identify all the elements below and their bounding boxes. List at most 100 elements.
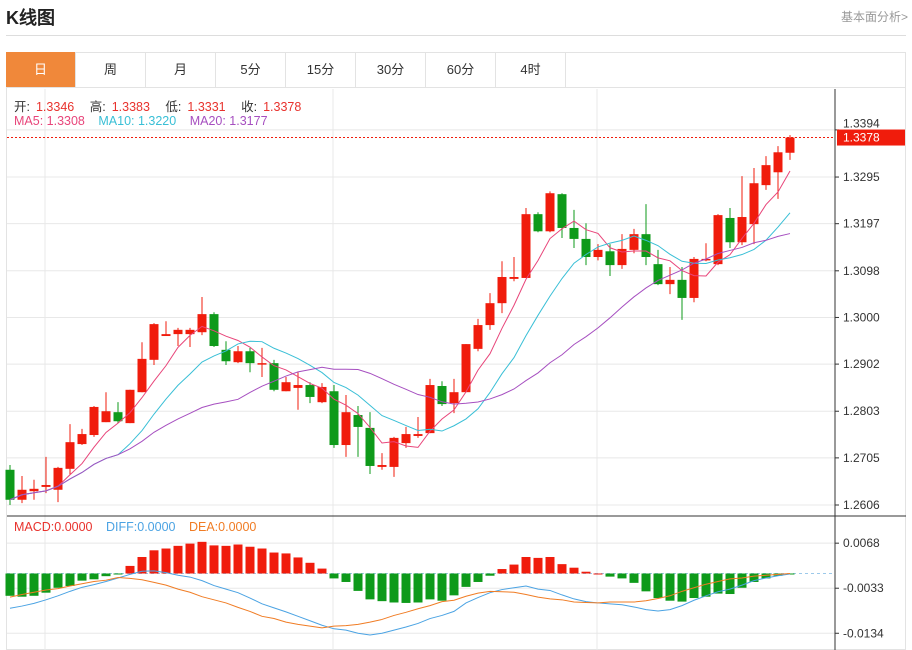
candle-down — [269, 363, 279, 390]
candle-up — [713, 215, 723, 265]
macd-bar — [665, 573, 675, 601]
candle-up — [293, 385, 303, 388]
candle-up — [161, 334, 171, 337]
price-tick-label: 1.3000 — [843, 310, 880, 324]
candle-up — [701, 258, 711, 261]
candle-down — [305, 385, 315, 397]
candle-down — [209, 314, 219, 347]
candle-up — [425, 385, 435, 434]
divider — [6, 35, 906, 36]
low-value: 1.3331 — [187, 100, 226, 114]
candle-down — [725, 217, 735, 243]
macd-bar — [161, 548, 171, 574]
candle-down — [365, 427, 375, 466]
candle-down — [113, 412, 123, 422]
candle-up — [785, 137, 795, 153]
tab-5min[interactable]: 5分 — [216, 52, 286, 87]
macd-bar — [353, 573, 363, 591]
open-value: 1.3346 — [35, 100, 75, 114]
macd-bar — [173, 545, 183, 574]
candle-up — [473, 325, 483, 349]
candle-up — [29, 488, 39, 492]
candle-up — [125, 389, 135, 424]
candle-up — [149, 324, 159, 360]
macd-bar — [605, 573, 615, 577]
candle-up — [89, 406, 99, 436]
ma10-line — [9, 212, 791, 501]
candle-up — [389, 437, 399, 467]
macd-value: MACD:0.0000 — [14, 520, 93, 534]
macd-bar — [365, 573, 375, 600]
ma-info: MA5: 1.3308 MA10: 1.3220 MA20: 1.3177 — [14, 114, 274, 128]
macd-bar — [245, 546, 255, 574]
macd-bar — [401, 573, 411, 603]
candle-up — [749, 183, 759, 225]
tab-month[interactable]: 月 — [146, 52, 216, 87]
dea-line — [9, 573, 791, 629]
candle-up — [509, 276, 519, 279]
macd-tick-label: -0.0134 — [843, 626, 884, 640]
candle-up — [665, 279, 675, 285]
candle-up — [377, 465, 387, 467]
candle-down — [437, 386, 447, 405]
candle-down — [677, 279, 687, 298]
macd-bar — [533, 557, 543, 574]
macd-bar — [65, 573, 75, 586]
macd-bar — [317, 568, 327, 574]
candle-down — [581, 238, 591, 258]
macd-bar — [329, 573, 339, 579]
macd-bar — [281, 553, 291, 574]
high-label: 高: — [89, 100, 106, 114]
macd-bar — [749, 573, 759, 582]
macd-bar — [77, 573, 87, 581]
macd-bar — [293, 557, 303, 574]
candle-down — [569, 227, 579, 239]
macd-tick-label: -0.0033 — [843, 581, 884, 595]
tab-15min[interactable]: 15分 — [286, 52, 356, 87]
price-tick-label: 1.3098 — [843, 264, 880, 278]
macd-bar — [629, 573, 639, 583]
diff-line — [9, 570, 791, 636]
macd-bar — [737, 573, 747, 588]
macd-bar — [29, 573, 39, 596]
macd-bar — [461, 573, 471, 587]
candle-up — [485, 303, 495, 326]
macd-bar — [41, 573, 51, 593]
macd-bar — [569, 567, 579, 574]
candle-up — [761, 165, 771, 186]
candle-up — [461, 344, 471, 393]
candle-up — [77, 434, 87, 445]
macd-bar — [125, 565, 135, 574]
macd-bar — [257, 548, 267, 574]
macd-bar — [557, 564, 567, 574]
macd-bar — [725, 573, 735, 595]
macd-bar — [677, 573, 687, 602]
tab-60min[interactable]: 60分 — [426, 52, 496, 87]
tab-week[interactable]: 周 — [76, 52, 146, 87]
close-label: 收: — [241, 100, 258, 114]
fundamental-analysis-link[interactable]: 基本面分析> — [840, 10, 908, 24]
period-tabs: 日 周 月 5分 15分 30分 60分 4时 — [6, 52, 906, 88]
candle-up — [185, 329, 195, 335]
ma5-line — [9, 170, 791, 501]
candle-down — [557, 194, 567, 228]
candle-up — [689, 258, 699, 298]
macd-bar — [473, 573, 483, 582]
macd-bar — [377, 573, 387, 602]
candle-up — [497, 276, 507, 304]
candle-up — [173, 329, 183, 335]
candle-down — [641, 234, 651, 258]
candle-up — [401, 434, 411, 444]
tab-30min[interactable]: 30分 — [356, 52, 426, 87]
macd-bar — [17, 573, 27, 597]
macd-bar — [209, 545, 219, 574]
tab-4hour[interactable]: 4时 — [496, 52, 566, 87]
macd-tick-label: 0.0068 — [843, 536, 880, 550]
tab-day[interactable]: 日 — [6, 52, 76, 87]
candle-up — [317, 386, 327, 403]
macd-bar — [701, 573, 711, 597]
ma20-line — [9, 233, 791, 501]
ma10-value: MA10: 1.3220 — [98, 114, 177, 128]
candle-up — [449, 392, 459, 404]
